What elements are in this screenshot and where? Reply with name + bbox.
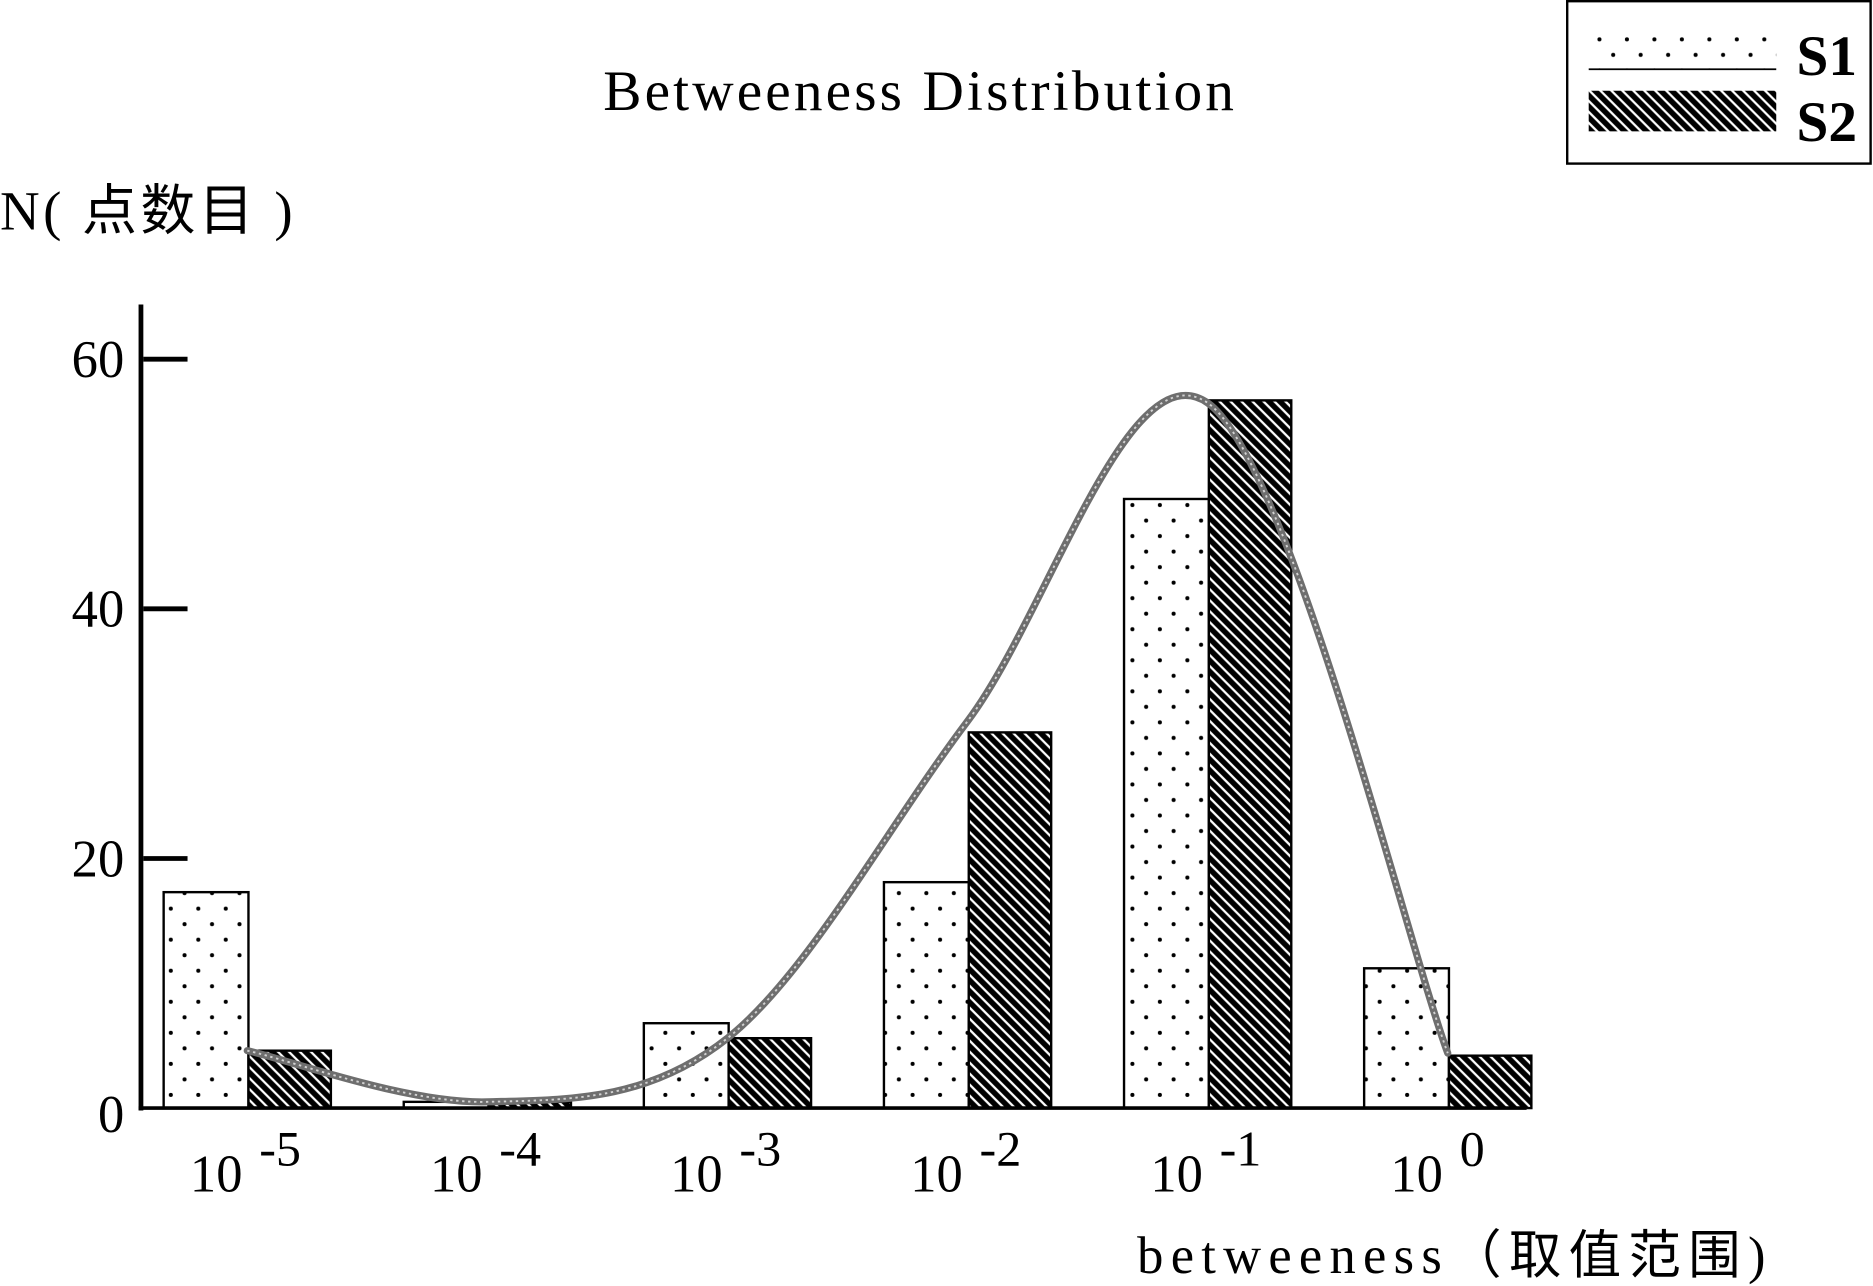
y-tick-label: 60 bbox=[72, 331, 125, 389]
s1-bar-1 bbox=[162, 890, 250, 1110]
chart-title: Betweeness Distribution bbox=[603, 60, 1234, 123]
y-tick-label: 0 bbox=[98, 1086, 124, 1144]
legend-label-s2: S2 bbox=[1797, 91, 1858, 154]
x-tick-label-base: 10 bbox=[430, 1146, 483, 1204]
s2-bar-5 bbox=[1207, 399, 1293, 1110]
x-tick-label-base: 10 bbox=[190, 1146, 243, 1204]
smooth-curve-texture bbox=[247, 394, 1449, 1103]
s2-bar-6 bbox=[1447, 1054, 1533, 1110]
x-tick-label-exponent: -5 bbox=[259, 1120, 301, 1176]
x-tick-label-exponent: -3 bbox=[739, 1120, 781, 1176]
x-tick-label-base: 10 bbox=[910, 1146, 963, 1204]
x-tick-label-exponent: -2 bbox=[980, 1120, 1022, 1176]
s1-bar-4 bbox=[882, 880, 970, 1110]
legend-box bbox=[1566, 0, 1872, 165]
s2-bar-3 bbox=[727, 1036, 813, 1110]
legend-label-s1: S1 bbox=[1797, 25, 1858, 88]
bars-group bbox=[162, 399, 1533, 1110]
x-tick-label-exponent: -1 bbox=[1220, 1120, 1262, 1176]
legend: S1 S2 bbox=[1566, 0, 1872, 165]
y-axis-label: N( 点数目 ) bbox=[0, 180, 293, 241]
curve-group bbox=[243, 391, 1452, 1106]
x-tick-label-exponent: -4 bbox=[499, 1120, 541, 1176]
y-tick-label: 20 bbox=[72, 830, 125, 888]
s2-bar-4 bbox=[967, 731, 1053, 1110]
x-axis-label: betweeness（取值范围) bbox=[1137, 1227, 1765, 1285]
y-tick-label: 40 bbox=[72, 581, 125, 639]
x-tick-label-exponent: 0 bbox=[1460, 1120, 1485, 1176]
x-ticks-group: 10 -5 10 -4 10 -3 10 -2 10 -1 10 0 bbox=[190, 1120, 1485, 1203]
legend-swatch-s1 bbox=[1588, 33, 1777, 70]
x-tick-label-base: 10 bbox=[1150, 1146, 1203, 1204]
legend-swatch-s2 bbox=[1588, 90, 1777, 132]
s1-bar-6 bbox=[1362, 967, 1451, 1110]
x-tick-label-base: 10 bbox=[670, 1146, 723, 1204]
y-ticks-group: 0 20 40 60 bbox=[72, 331, 188, 1144]
x-tick-label-base: 10 bbox=[1390, 1146, 1443, 1204]
s1-bar-5 bbox=[1122, 497, 1211, 1110]
